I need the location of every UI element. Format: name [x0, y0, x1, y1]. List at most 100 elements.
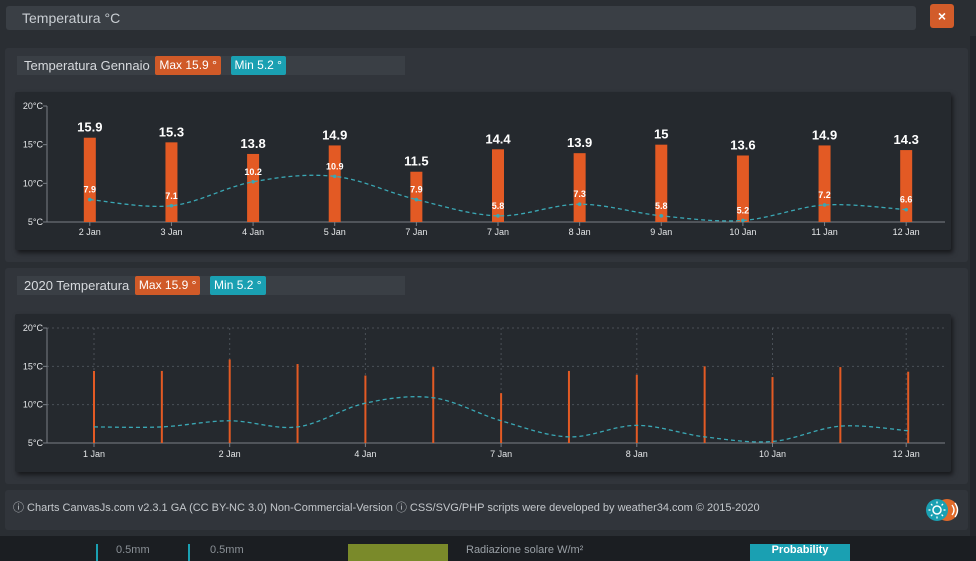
x-tick-label: 7 Jan — [487, 227, 509, 237]
panel-january-title: Temperatura Gennaio — [24, 58, 150, 73]
max-badge: Max 15.9 ° — [155, 56, 221, 75]
x-tick-label: 12 Jan — [893, 227, 920, 237]
y-tick-label: 20°C — [23, 323, 44, 333]
min-series-line — [93, 396, 909, 443]
x-tick-label: 3 Jan — [160, 227, 182, 237]
x-tick-label: 12 Jan — [893, 449, 920, 459]
background-page-strip: 0.5mm 0.5mm Radiazione solare W/m² Proba… — [0, 536, 976, 561]
min-data-label: 7.9 — [410, 185, 423, 195]
year-chart: 5°C 10°C 15°C 20°C 1 Jan 2 Jan 4 Jan 7 Jan 8 Jan… — [15, 314, 951, 472]
max-bar — [635, 374, 638, 443]
x-tick-label: 10 Jan — [759, 449, 786, 459]
min-point — [496, 214, 500, 218]
max-data-label: 14.3 — [894, 132, 919, 147]
min-data-label: 10.9 — [326, 161, 344, 171]
bg-probability: Probability — [750, 544, 850, 561]
max-bar — [296, 364, 299, 443]
max-data-label: 13.6 — [730, 137, 755, 152]
min-point — [251, 179, 255, 184]
max-bar — [83, 137, 96, 222]
max-data-label: 11.5 — [404, 154, 429, 169]
y-tick-label: 5°C — [28, 217, 44, 227]
max-bar — [364, 375, 367, 443]
january-chart: 5°C 10°C 15°C 20°C 15.9 2 Jan 15.3 3 Jan 13.8 4 J… — [15, 92, 951, 250]
panel-year-header: 2020 Temperatura Max 15.9 ° Min 5.2 ° — [17, 276, 405, 295]
max-bar — [165, 142, 178, 222]
max-bar — [500, 393, 503, 443]
max-bar — [410, 171, 423, 222]
max-badge: Max 15.9 ° — [134, 276, 201, 295]
scrollbar[interactable] — [970, 36, 976, 536]
max-bar — [736, 155, 749, 222]
credits-footer: ⓘ Charts CanvasJs.com v2.3.1 GA (CC BY-N… — [5, 490, 968, 530]
y-tick-label: 20°C — [23, 101, 44, 111]
max-data-label: 13.8 — [240, 136, 265, 151]
max-bar — [907, 371, 910, 443]
max-data-label: 14.9 — [322, 127, 347, 142]
min-point — [904, 207, 908, 212]
close-button[interactable]: × — [930, 4, 954, 28]
max-bar — [328, 145, 341, 222]
x-tick-label: 9 Jan — [650, 227, 672, 237]
min-point — [414, 197, 419, 202]
x-tick-label: 4 Jan — [354, 449, 376, 459]
min-series-line — [89, 174, 907, 222]
max-bar — [228, 359, 231, 443]
max-bar — [900, 150, 913, 222]
x-tick-label: 8 Jan — [569, 227, 591, 237]
y-tick-label: 10°C — [23, 400, 44, 410]
max-bar — [818, 145, 831, 222]
bg-badge — [348, 544, 448, 561]
theme-toggle-icon[interactable] — [923, 498, 963, 522]
min-point — [169, 203, 174, 208]
max-bar — [655, 144, 668, 222]
max-bar — [771, 377, 774, 443]
x-tick-label: 10 Jan — [729, 227, 756, 237]
y-tick-label: 5°C — [28, 438, 44, 448]
min-point — [332, 174, 337, 179]
panel-year-title: 2020 Temperatura — [24, 278, 130, 293]
min-data-label: 5.8 — [655, 201, 668, 211]
min-point — [741, 218, 745, 223]
modal-title: Temperatura °C — [6, 6, 916, 30]
y-tick-label: 15°C — [23, 140, 44, 150]
x-tick-label: 1 Jan — [83, 449, 105, 459]
max-bar — [573, 153, 586, 222]
x-tick-label: 4 Jan — [242, 227, 264, 237]
max-bar — [567, 370, 570, 443]
min-point — [577, 202, 582, 207]
x-tick-label: 2 Jan — [219, 449, 241, 459]
max-data-label: 15.9 — [77, 120, 102, 135]
x-tick-label: 8 Jan — [626, 449, 648, 459]
max-bar — [247, 153, 260, 222]
max-bar — [93, 370, 95, 443]
min-data-label: 7.1 — [165, 191, 178, 201]
max-bar — [839, 367, 842, 443]
min-point — [659, 214, 664, 218]
min-data-label: 7.3 — [573, 189, 586, 199]
min-data-label: 5.8 — [492, 201, 505, 211]
min-data-label: 5.2 — [737, 205, 750, 215]
panel-january: Temperatura Gennaio Max 15.9 ° Min 5.2 °… — [5, 48, 968, 262]
max-data-label: 14.4 — [485, 131, 511, 146]
max-data-label: 15.3 — [159, 124, 184, 139]
january-chart-svg: 5°C 10°C 15°C 20°C 15.9 2 Jan 15.3 3 Jan 13.8 4 J… — [23, 101, 945, 237]
max-data-label: 15 — [654, 127, 668, 142]
x-tick-label: 7 Jan — [405, 227, 427, 237]
min-data-label: 7.2 — [818, 190, 831, 200]
panel-january-header: Temperatura Gennaio Max 15.9 ° Min 5.2 ° — [17, 56, 405, 75]
x-tick-label: 2 Jan — [79, 227, 101, 237]
min-badge: Min 5.2 ° — [230, 56, 286, 75]
x-tick-label: 11 Jan — [811, 227, 837, 237]
year-chart-svg: 5°C 10°C 15°C 20°C 1 Jan 2 Jan 4 Jan 7 Jan 8 Jan… — [23, 323, 945, 459]
y-tick-label: 15°C — [23, 361, 44, 371]
credits-text: ⓘ Charts CanvasJs.com v2.3.1 GA (CC BY-N… — [13, 502, 760, 514]
x-tick-label: 5 Jan — [324, 227, 346, 237]
bg-rain-value: 0.5mm — [96, 544, 150, 561]
max-bar — [432, 367, 435, 443]
max-bar — [703, 366, 706, 443]
max-bar — [492, 149, 504, 222]
min-point — [822, 203, 827, 207]
bg-rain-value-2: 0.5mm — [188, 544, 244, 561]
